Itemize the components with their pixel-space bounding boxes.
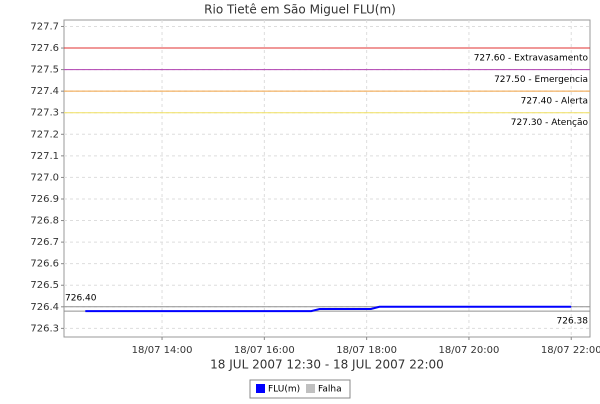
chart-title: Rio Tietê em São Miguel FLU(m)	[204, 3, 396, 17]
reference-label: 726.40	[65, 293, 97, 303]
y-tick-label: 727.0	[30, 172, 59, 183]
reference-label: 727.60 - Extravasamento	[474, 54, 589, 64]
legend-label: FLU(m)	[268, 385, 300, 395]
y-tick-label: 726.3	[30, 323, 59, 334]
legend-swatch	[306, 384, 315, 393]
reference-label: 727.30 - Atenção	[511, 118, 589, 128]
x-axis-label: 18 JUL 2007 12:30 - 18 JUL 2007 22:00	[210, 358, 444, 372]
y-tick-label: 726.6	[30, 259, 59, 270]
plot-area	[63, 19, 591, 338]
y-tick-label: 727.2	[30, 129, 59, 140]
y-tick-label: 727.7	[30, 21, 59, 32]
reference-label: 727.40 - Alerta	[521, 97, 588, 107]
legend-label: Falha	[318, 385, 342, 395]
y-tick-label: 727.4	[30, 86, 59, 97]
y-tick-label: 727.6	[30, 43, 59, 54]
y-tick-label: 727.3	[30, 108, 59, 119]
x-tick-label: 18/07 14:00	[132, 345, 193, 356]
data-line	[85, 305, 572, 313]
x-tick-label: 18/07 16:00	[234, 345, 295, 356]
x-tick-label: 18/07 22:00	[541, 345, 600, 356]
x-tick-label: 18/07 18:00	[336, 345, 397, 356]
y-tick-label: 727.5	[30, 65, 59, 76]
y-tick-label: 726.7	[30, 237, 59, 248]
y-tick-label: 727.1	[30, 151, 59, 162]
legend	[249, 379, 351, 399]
y-tick-label: 726.8	[30, 216, 59, 227]
reference-label: 726.38	[557, 317, 589, 327]
y-tick-label: 726.4	[30, 302, 59, 313]
y-tick-label: 726.5	[30, 280, 59, 291]
legend-swatch	[256, 384, 265, 393]
reference-label: 727.50 - Emergencia	[494, 75, 588, 85]
x-tick-label: 18/07 20:00	[439, 345, 500, 356]
y-tick-label: 726.9	[30, 194, 59, 205]
